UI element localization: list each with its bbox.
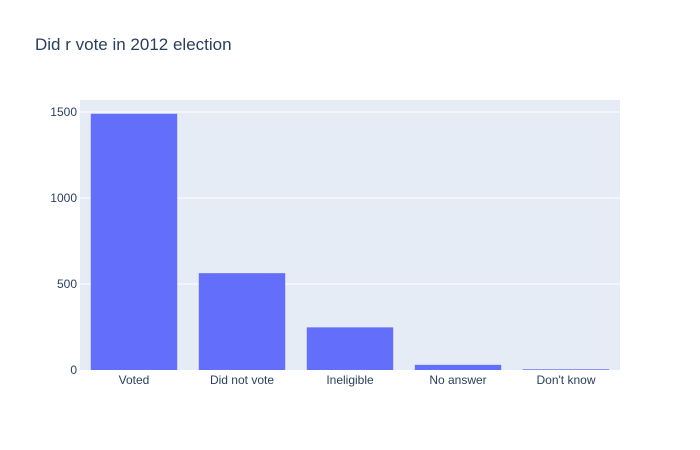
y-tick-label: 1000 (50, 191, 77, 205)
chart-title: Did r vote in 2012 election (35, 35, 232, 54)
x-tick-label: Voted (119, 373, 150, 387)
x-axis-ticks: Voted Did not vote Ineligible No answer Don'… (119, 373, 596, 387)
x-tick-label: Don't know (537, 373, 596, 387)
y-axis-ticks: 0 500 1000 1500 (50, 105, 77, 377)
bar-no-answer[interactable] (414, 364, 502, 370)
y-tick-label: 1500 (50, 105, 77, 119)
x-tick-label: Did not vote (210, 373, 274, 387)
y-tick-label: 0 (70, 363, 77, 377)
bar-ineligible[interactable] (306, 327, 394, 370)
bar-did-not-vote[interactable] (198, 273, 286, 370)
bars (90, 113, 610, 370)
x-tick-label: Ineligible (326, 373, 374, 387)
bar-don-t-know[interactable] (522, 369, 610, 370)
y-tick-label: 500 (57, 277, 77, 291)
bar-voted[interactable] (90, 113, 178, 370)
x-tick-label: No answer (429, 373, 486, 387)
